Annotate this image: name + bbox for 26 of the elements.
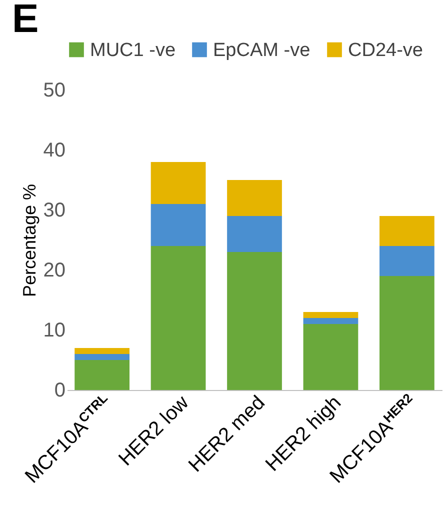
- bar: [150, 246, 206, 390]
- bar: [74, 360, 130, 390]
- y-tick-label: 10: [43, 320, 66, 342]
- chart-title: E: [12, 0, 39, 41]
- y-tick-label: 20: [43, 260, 66, 282]
- legend-label: CD24-ve: [348, 40, 423, 61]
- y-tick-label: 50: [43, 80, 66, 102]
- bar: [74, 354, 130, 360]
- y-tick-label: 40: [43, 140, 66, 162]
- bar: [227, 216, 282, 252]
- legend-label: EpCAM -ve: [213, 40, 310, 61]
- bar: [227, 252, 282, 390]
- bar: [303, 318, 358, 324]
- bar: [227, 180, 282, 216]
- legend-label: MUC1 -ve: [90, 40, 176, 61]
- bar: [380, 216, 434, 246]
- y-tick-label: 30: [43, 200, 66, 222]
- bar: [380, 276, 434, 390]
- bar: [74, 348, 130, 354]
- y-axis-title: Percentage %: [19, 184, 40, 298]
- bar: [150, 204, 206, 246]
- bar: [303, 312, 358, 318]
- bar: [380, 246, 434, 276]
- y-tick-label: 0: [54, 380, 66, 402]
- bar: [303, 324, 358, 390]
- bar: [150, 162, 206, 204]
